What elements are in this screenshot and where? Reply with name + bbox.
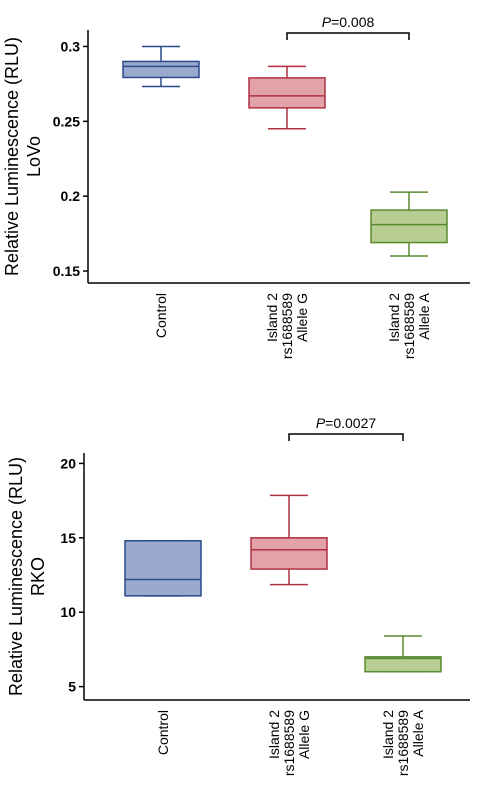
y-tick-label: 20 [60, 455, 76, 471]
x-tick-label: Island 2 [386, 293, 402, 342]
x-tick-label: rs1688589 [279, 293, 295, 359]
y-tick-label: 0.15 [53, 263, 80, 279]
p-number: =0.008 [331, 14, 374, 30]
y-tick-label: 0.25 [53, 113, 80, 129]
x-tick-label: Island 2 [380, 710, 396, 759]
y-axis-label: Relative Luminescence (RLU) [2, 37, 22, 276]
significance-bracket [286, 32, 410, 40]
significance-bracket [288, 433, 404, 441]
box [370, 209, 448, 244]
p-value: P=0.008 [322, 14, 375, 30]
x-tick-label: Control [153, 293, 169, 338]
y-tick-label: 5 [68, 679, 76, 695]
box [124, 540, 202, 597]
x-tick-label: Control [155, 710, 171, 755]
x-tick-label: Allele G [296, 710, 312, 759]
y-tick-label: 15 [60, 530, 76, 546]
box [122, 60, 200, 79]
x-tick-label: Allele G [294, 293, 310, 342]
x-tick-label: rs1688589 [395, 710, 411, 776]
y-tick-label: 10 [60, 604, 76, 620]
p-number: =0.0027 [325, 415, 376, 431]
p-value: P=0.0027 [316, 415, 377, 431]
box [250, 537, 328, 570]
x-tick-label: Allele A [416, 292, 432, 339]
p-symbol: P [322, 14, 332, 30]
x-tick-label: rs1688589 [281, 710, 297, 776]
x-tick-label: rs1688589 [401, 293, 417, 359]
x-tick-label: Allele A [410, 709, 426, 756]
x-tick-label: Island 2 [264, 293, 280, 342]
y-tick-label: 0.3 [61, 38, 81, 54]
box [364, 656, 442, 673]
y-axis-label: Relative Luminescence (RLU) [6, 457, 26, 696]
x-tick-label: Island 2 [266, 710, 282, 759]
y-axis-label: LoVo [24, 136, 44, 177]
y-tick-label: 0.2 [61, 188, 81, 204]
p-symbol: P [316, 415, 326, 431]
box [248, 77, 326, 109]
y-axis-label: RKO [28, 557, 48, 596]
